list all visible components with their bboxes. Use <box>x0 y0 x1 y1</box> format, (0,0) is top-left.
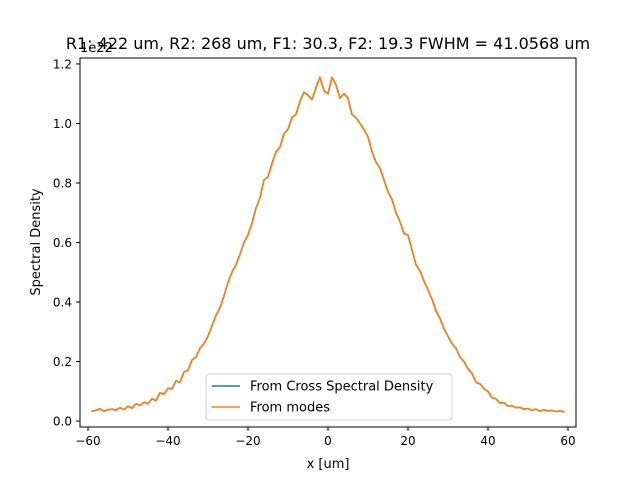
y-tick-label: 0.8 <box>53 176 72 190</box>
legend: From Cross Spectral Density From modes <box>205 373 453 421</box>
y-axis: 0.0 0.2 0.4 0.6 0.8 1.0 1.2 <box>53 57 80 429</box>
y-offset-label: 1e22 <box>80 41 113 56</box>
x-tick-label: 60 <box>560 434 575 448</box>
y-tick-label: 1.2 <box>53 57 72 71</box>
x-axis: −60 −40 −20 0 20 40 60 <box>75 427 576 448</box>
legend-box <box>205 373 453 421</box>
y-tick-label: 0.6 <box>53 236 72 250</box>
y-tick-label: 0.4 <box>53 296 72 310</box>
x-tick-label: −20 <box>235 434 260 448</box>
y-tick-label: 0.0 <box>53 415 72 429</box>
plot-frame <box>79 57 577 428</box>
legend-label-from-modes: From modes <box>250 401 330 416</box>
x-tick-label: 0 <box>324 434 332 448</box>
x-tick-label: −60 <box>75 434 100 448</box>
legend-label-cross-spectral-density: From Cross Spectral Density <box>250 380 434 395</box>
x-tick-label: −40 <box>155 434 180 448</box>
series-line-from-modes <box>91 76 565 413</box>
y-axis-label: Spectral Density <box>29 188 44 296</box>
x-tick-label: 20 <box>400 434 415 448</box>
chart-title: R1: 422 um, R2: 268 um, F1: 30.3, F2: 19… <box>66 34 590 53</box>
x-tick-label: 40 <box>480 434 495 448</box>
x-axis-label: x [um] <box>307 457 350 472</box>
series-layer <box>91 76 565 413</box>
y-tick-label: 1.0 <box>53 117 72 131</box>
y-tick-label: 0.2 <box>53 355 72 369</box>
